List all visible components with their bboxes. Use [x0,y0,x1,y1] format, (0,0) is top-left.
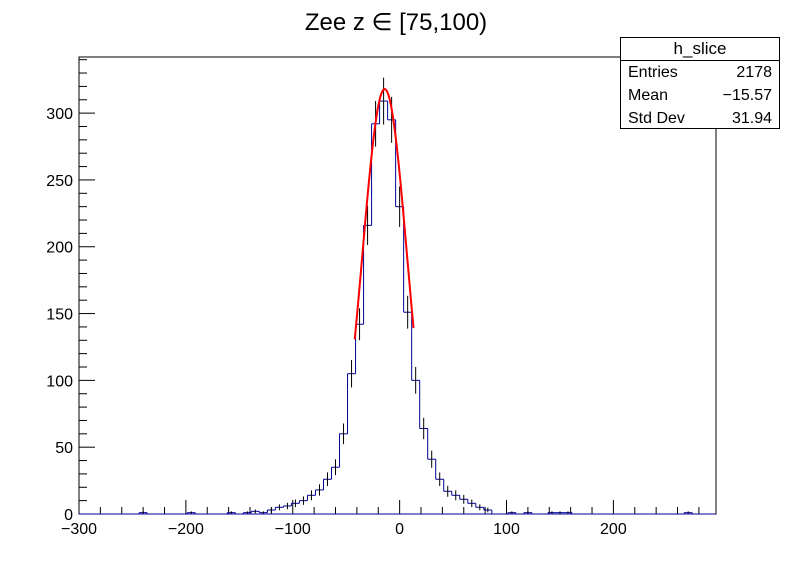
x-tick-label: 200 [600,521,627,538]
stats-title: h_slice [621,38,779,61]
y-tick-label: 100 [46,373,73,390]
x-tick-label: −300 [61,521,97,538]
histogram-bin [266,507,276,513]
histogram-bin [298,496,308,505]
x-tick-label: −200 [168,521,204,538]
x-tick-label: −100 [275,521,311,538]
histogram-bin [306,490,316,501]
stats-label: Std Dev [628,110,685,127]
stats-label: Mean [628,87,669,104]
histogram-bin [322,472,332,490]
y-tick-label: 50 [55,440,73,457]
histogram-bin [379,77,388,125]
y-axis: 0 50 100 150 200 250 300 [46,59,95,524]
histogram-bin [467,499,476,508]
stats-row-mean: Mean −15.57 [621,84,779,107]
histogram-bin [411,312,420,394]
histogram-bin [483,507,492,513]
stats-row-stddev: Std Dev 31.94 [621,107,779,130]
histogram-bin [331,459,340,480]
histogram-bin [451,490,460,501]
histogram-bin [459,494,468,504]
histogram-bin [427,428,436,468]
histogram-series [79,77,716,515]
histogram-bin [314,484,324,496]
y-tick-label: 150 [46,307,73,324]
histogram-bin [290,499,300,508]
stats-value: 31.94 [731,110,772,127]
histogram-bin [282,502,292,510]
y-tick-label: 200 [46,240,73,257]
histogram-bin [419,380,428,440]
histogram-bin [443,479,452,497]
chart-title: Zee z ∈ [75,100) [305,9,487,36]
stats-value: −15.57 [722,87,772,104]
histogram-bin [475,503,484,511]
y-tick-label: 250 [46,173,73,190]
stats-row-entries: Entries 2178 [621,61,779,84]
fit-curve-layer [353,88,415,340]
y-tick-label: 0 [64,507,73,524]
histogram-bin [250,509,260,514]
x-axis: −300 −200 −100 0 100 200 [61,500,700,538]
histogram-bin [339,423,348,468]
x-tick-label: 100 [493,521,520,538]
histogram-bin [274,504,284,511]
y-tick-label: 300 [46,106,73,123]
stats-label: Entries [628,64,678,81]
histogram-bin [347,360,356,434]
histogram-bin [491,509,500,515]
stats-box: h_slice Entries 2178 Mean −15.57 Std Dev… [620,37,780,129]
fit-curve [353,88,415,340]
x-tick-label: 0 [395,521,404,538]
histogram-bin [435,459,444,487]
stats-value: 2178 [736,64,772,81]
